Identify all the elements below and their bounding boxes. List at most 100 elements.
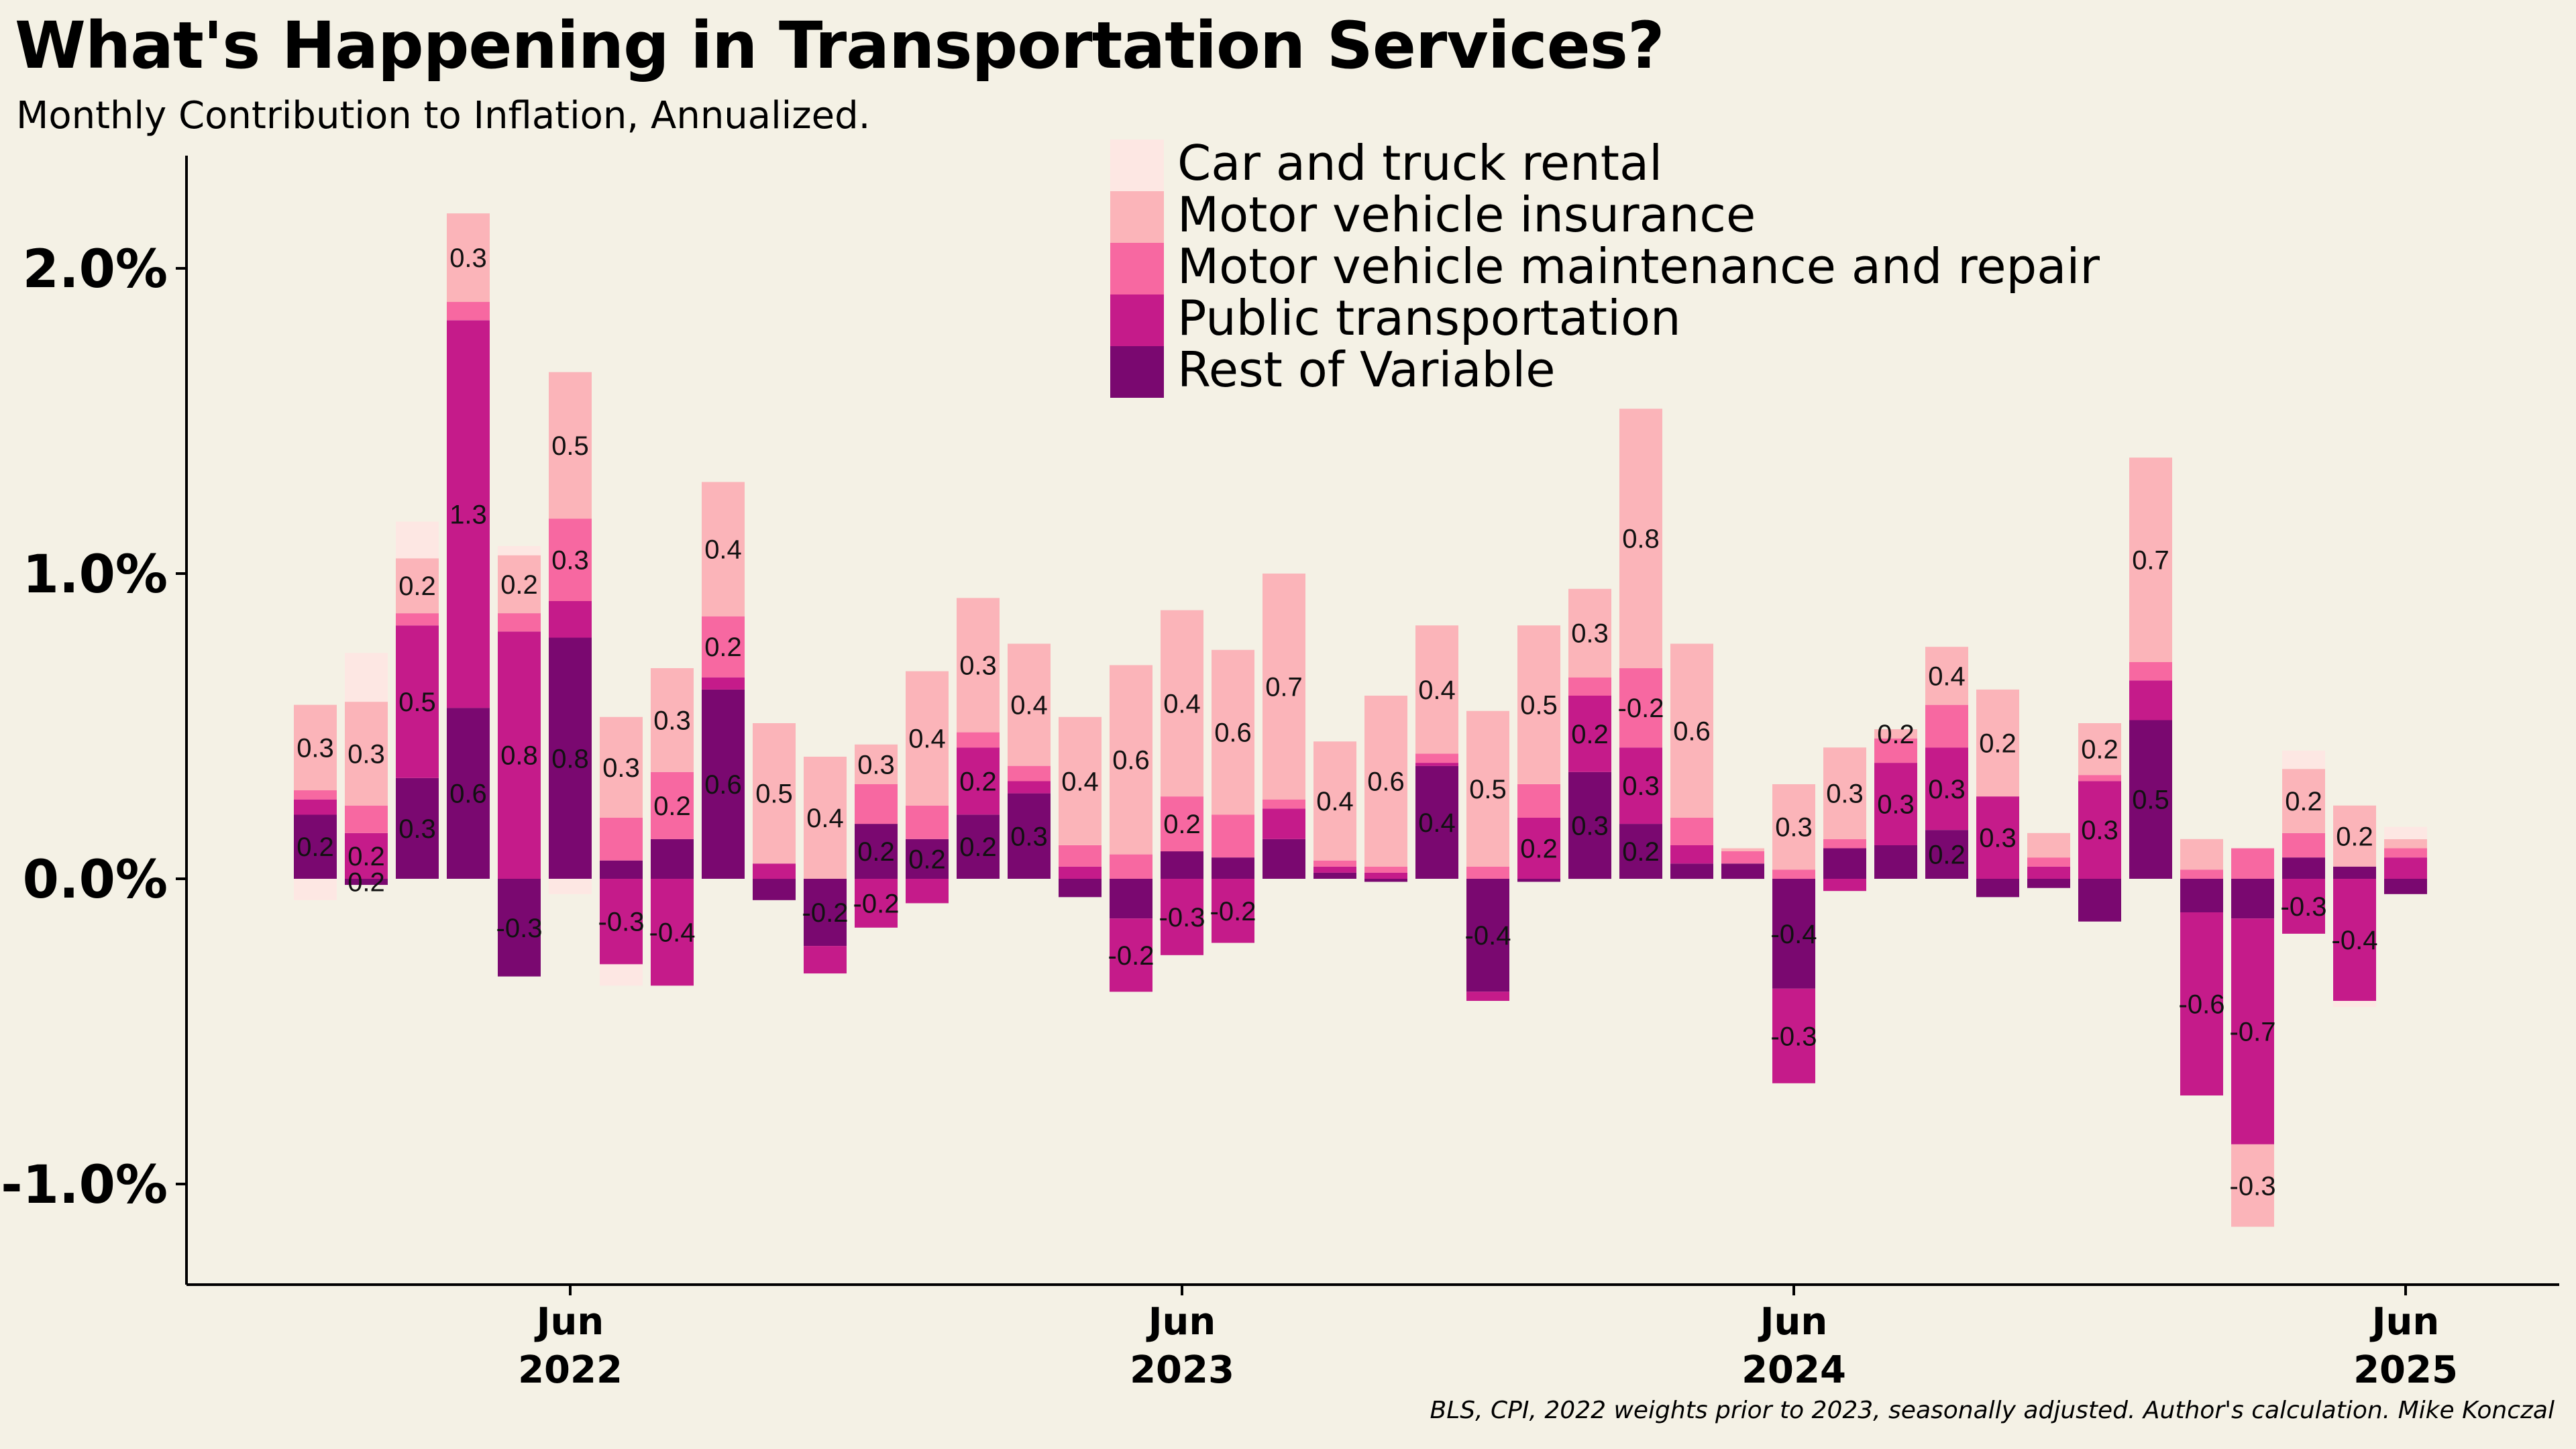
- bar-segment: [906, 805, 949, 839]
- bar-segment: [1976, 796, 2019, 879]
- data-label: 0.3: [551, 546, 589, 576]
- bar-segment: [2333, 866, 2376, 879]
- data-label: 0.4: [1928, 661, 1966, 691]
- x-tick-label: 2025: [2353, 1348, 2458, 1392]
- data-label: 0.4: [1061, 767, 1099, 796]
- legend-label: Motor vehicle insurance: [1177, 186, 1756, 243]
- data-label: 0.8: [500, 741, 538, 771]
- bar-segment: [1670, 818, 1713, 845]
- bar-segment: [651, 668, 694, 772]
- bar-segment: [1568, 677, 1611, 696]
- bar-segment: [804, 946, 847, 974]
- bar-segment: [1568, 771, 1611, 879]
- bar-segment: [1466, 866, 1509, 879]
- data-label: 0.2: [500, 570, 538, 600]
- bar-segment: [1110, 918, 1152, 992]
- bar-segment: [1364, 879, 1407, 882]
- data-label: 0.6: [1673, 716, 1711, 746]
- data-label: 0.4: [1418, 808, 1456, 838]
- data-label: 0.2: [398, 572, 436, 601]
- bar-segment: [1466, 710, 1509, 867]
- bar-segment: [1466, 879, 1509, 992]
- bar-segment: [1925, 647, 1968, 705]
- data-label: 0.2: [297, 833, 334, 862]
- bar-segment: [1313, 860, 1356, 867]
- data-label: 0.6: [704, 770, 742, 800]
- bar-segment: [396, 777, 439, 879]
- bar-segment: [549, 879, 592, 894]
- data-label: 0.4: [1010, 691, 1048, 720]
- data-label: 0.3: [1571, 811, 1609, 841]
- bar-segment: [1263, 574, 1305, 800]
- bar-segment: [804, 879, 847, 947]
- data-label: 0.2: [2336, 822, 2373, 851]
- bar-segment: [1364, 872, 1407, 879]
- data-label: 0.5: [1520, 691, 1558, 720]
- bar-segment: [1517, 784, 1560, 818]
- data-label: 0.5: [755, 780, 793, 809]
- bar-segment: [2078, 723, 2121, 775]
- bar-segment: [1976, 689, 2019, 797]
- data-label: 0.8: [551, 744, 589, 773]
- data-label: 0.7: [1265, 672, 1303, 702]
- bar-segment: [2180, 912, 2223, 1095]
- bar-segment: [1823, 848, 1866, 879]
- bar-segment: [447, 708, 490, 879]
- legend-label: Car and truck rental: [1177, 135, 1662, 191]
- x-tick-label: Jun: [1146, 1300, 1216, 1344]
- bar-segment: [702, 482, 745, 616]
- data-label: -0.3: [598, 908, 645, 937]
- legend-swatch: [1110, 294, 1164, 346]
- bar-segment: [2282, 769, 2325, 833]
- data-label: -0.3: [496, 914, 543, 943]
- bar-segment: [702, 689, 745, 879]
- data-label: 0.2: [1163, 810, 1201, 839]
- bar-layer: [294, 213, 2427, 1227]
- data-label: 0.2: [908, 845, 946, 874]
- bar-segment: [294, 814, 337, 879]
- bar-segment: [447, 213, 490, 303]
- data-label: 0.2: [959, 767, 997, 796]
- data-label: -0.2: [802, 898, 849, 928]
- data-label: 0.2: [1928, 841, 1966, 870]
- bar-segment: [1161, 851, 1203, 879]
- y-tick-label: 1.0%: [23, 545, 168, 605]
- bar-segment: [1721, 848, 1764, 851]
- data-label: 0.3: [2081, 816, 2118, 845]
- bar-segment: [1008, 643, 1051, 766]
- bar-segment: [1568, 696, 1611, 772]
- y-tick-label: 0.0%: [23, 850, 168, 910]
- bar-segment: [1823, 747, 1866, 839]
- data-label: -0.3: [1159, 903, 1205, 932]
- data-label: 0.3: [1010, 822, 1048, 851]
- data-label: 0.5: [551, 431, 589, 461]
- bar-segment: [1263, 808, 1305, 839]
- data-label: -0.4: [1465, 921, 1511, 951]
- bar-segment: [1874, 729, 1917, 739]
- data-label: -0.2: [1618, 694, 1664, 723]
- data-label: 1.3: [449, 500, 487, 529]
- legend-label: Motor vehicle maintenance and repair: [1177, 238, 2100, 294]
- bar-segment: [804, 757, 847, 879]
- bar-segment: [2282, 833, 2325, 858]
- bar-segment: [1670, 643, 1713, 818]
- data-label: 0.6: [449, 780, 487, 809]
- data-label: 0.2: [1571, 720, 1609, 749]
- bar-segment: [1976, 879, 2019, 898]
- bar-segment: [1415, 625, 1458, 754]
- bar-segment: [345, 653, 388, 702]
- data-label: 0.2: [347, 868, 385, 898]
- legend-swatch: [1110, 140, 1164, 191]
- bar-segment: [1874, 845, 1917, 879]
- bar-segment: [2027, 857, 2070, 867]
- data-label: 0.4: [1316, 787, 1354, 816]
- bar-segment: [957, 747, 1000, 815]
- source-caption: BLS, CPI, 2022 weights prior to 2023, se…: [1430, 1397, 2555, 1424]
- bar-segment: [651, 839, 694, 879]
- bar-segment: [957, 814, 1000, 879]
- bar-segment: [2129, 662, 2172, 681]
- bar-segment: [1415, 765, 1458, 879]
- bar-segment: [1772, 784, 1815, 870]
- bar-segment: [600, 964, 643, 986]
- bar-segment: [906, 879, 949, 904]
